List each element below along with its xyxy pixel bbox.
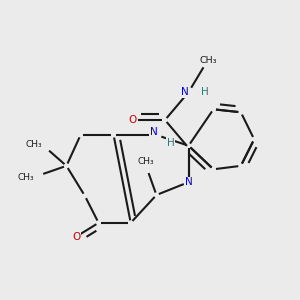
Text: H: H: [167, 138, 175, 148]
Text: CH₃: CH₃: [26, 140, 42, 149]
Text: N: N: [185, 177, 192, 187]
Text: N: N: [181, 87, 189, 97]
Text: O: O: [72, 232, 80, 242]
Text: N: N: [150, 128, 158, 137]
Text: CH₃: CH₃: [18, 172, 34, 182]
Text: CH₃: CH₃: [199, 56, 217, 64]
Text: CH₃: CH₃: [137, 157, 154, 166]
Text: H: H: [201, 87, 209, 97]
Text: O: O: [129, 115, 137, 125]
